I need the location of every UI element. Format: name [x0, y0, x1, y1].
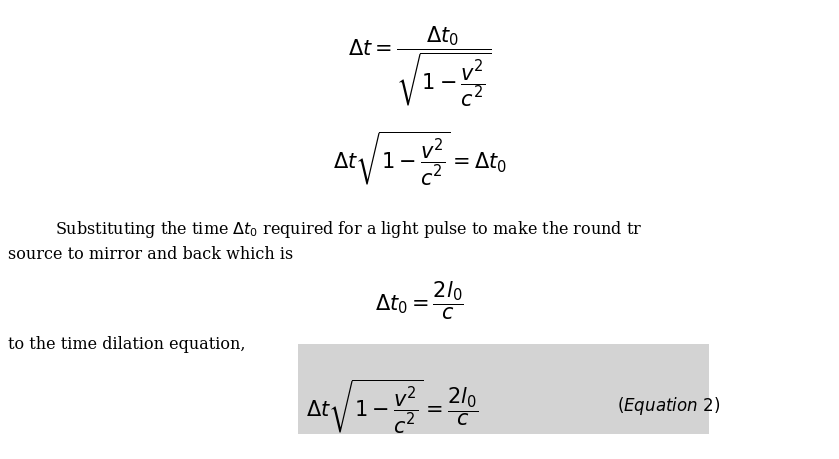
Text: $\Delta t\sqrt{1 - \dfrac{v^2}{c^2}} = \Delta t_0$: $\Delta t\sqrt{1 - \dfrac{v^2}{c^2}} = \…: [332, 129, 507, 187]
Text: $\Delta t = \dfrac{\Delta t_0}{\sqrt{1 - \dfrac{v^2}{c^2}}}$: $\Delta t = \dfrac{\Delta t_0}{\sqrt{1 -…: [348, 25, 491, 108]
Text: $\Delta t_0 = \dfrac{2l_0}{c}$: $\Delta t_0 = \dfrac{2l_0}{c}$: [375, 280, 464, 322]
Text: $\Delta t\sqrt{1 - \dfrac{v^2}{c^2}} = \dfrac{2l_0}{c}$: $\Delta t\sqrt{1 - \dfrac{v^2}{c^2}} = \…: [306, 377, 478, 435]
Text: $\mathit{(Equation\ 2)}$: $\mathit{(Equation\ 2)}$: [617, 395, 720, 417]
FancyBboxPatch shape: [298, 344, 709, 434]
Text: source to mirror and back which is: source to mirror and back which is: [8, 246, 294, 263]
Text: Substituting the time $\Delta t_0$ required for a light pulse to make the round : Substituting the time $\Delta t_0$ requi…: [55, 219, 642, 240]
Text: to the time dilation equation,: to the time dilation equation,: [8, 336, 246, 353]
